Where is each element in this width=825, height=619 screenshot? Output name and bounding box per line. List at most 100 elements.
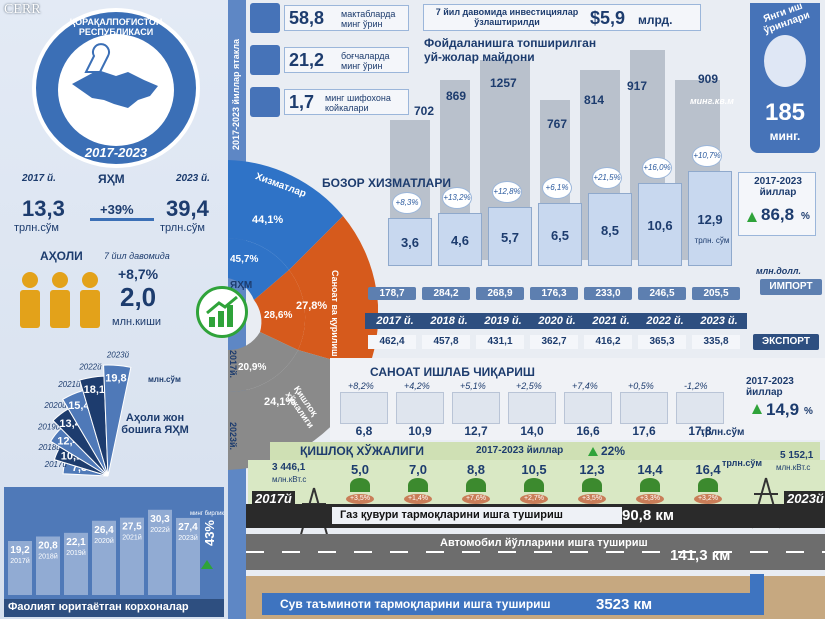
services-bar: 4,6: [438, 213, 482, 266]
year-label: 2023 й.: [700, 315, 738, 327]
industry-value: 17,6: [632, 424, 656, 438]
enterprise-bar: [64, 532, 88, 595]
industry-unit: трлн.сўм: [700, 427, 745, 438]
agri-value: 5,0: [350, 462, 370, 477]
jobs-title: Янги иш ўринлари: [762, 0, 812, 37]
investment-unit: млрд.: [638, 13, 673, 27]
industry-growth: +0,5%: [628, 381, 654, 391]
industry-growth: +8,2%: [348, 381, 374, 391]
per-capita-unit: млн.сўм: [148, 375, 181, 384]
trade-unit: млн.долл.: [756, 266, 801, 276]
services-pct: %: [801, 211, 810, 222]
per-capita-value: 18,1: [84, 384, 105, 396]
per-capita-year: 2022й: [78, 362, 102, 371]
agri-value: 14,4: [637, 462, 663, 477]
per-capita-fan: 7,3 2017й 10,1 2018й 12,4 2019й 13,4 2020й 15,4 2…: [10, 336, 225, 486]
export-value: 335,8: [692, 335, 740, 349]
housing-value: 917: [627, 79, 648, 93]
years-band: [365, 313, 747, 329]
industry-value: 14,0: [520, 424, 544, 438]
gdp-value-start: 13,3: [22, 196, 65, 221]
agri-value: 8,8: [466, 462, 486, 477]
industry-growth: +5,1%: [460, 381, 486, 391]
gdp-arrow: [90, 218, 154, 221]
energy-unit-end: млн.кВт.с: [776, 463, 811, 472]
per-capita-year: 2019й: [37, 423, 61, 432]
enterprise-year: 2017й: [10, 557, 30, 565]
enterprise-bar: [120, 517, 144, 595]
enterprise-year: 2020й: [94, 537, 114, 545]
export-value: 416,2: [584, 335, 632, 349]
agri-change: +3,3%: [636, 494, 664, 504]
per-capita-year: 2020й: [43, 401, 67, 410]
pie-inner-year-end: 2023й.: [228, 422, 238, 451]
energy-start: 3 446,1: [272, 462, 306, 473]
year-label: 2021 й.: [592, 315, 630, 327]
import-label: ИМПОРТ: [760, 279, 822, 295]
population-value: 2,0: [120, 282, 157, 312]
services-growth-bubble: +10,7%: [692, 145, 722, 167]
housing-value: 767: [547, 117, 568, 131]
industry-growth: +4,2%: [404, 381, 430, 391]
growth-chart-icon: [196, 286, 248, 338]
seats-block: 58,8 мактабларда минг ўрин 21,2 боғчалар…: [248, 3, 413, 123]
enterprise-value: 22,1: [66, 537, 86, 548]
housing-value: 702: [414, 104, 435, 118]
services-growth-bubble: +12,8%: [492, 181, 522, 203]
jobs-value: 185: [764, 99, 806, 126]
industry-growth: -1,2%: [684, 381, 708, 391]
kindergarten-icon: [250, 45, 280, 75]
map-circle: [58, 34, 174, 146]
import-value: 246,5: [638, 287, 686, 300]
investment-value: $5,9: [590, 8, 626, 28]
seats-text-1: мактабларда минг ўрин: [341, 9, 396, 29]
export-value: 365,3: [638, 335, 686, 349]
export-label: ЭКСПОРТ: [753, 334, 819, 350]
export-value: 462,4: [368, 335, 416, 349]
enterprise-year: 2018й: [38, 553, 58, 561]
gdp-label: ЯҲМ: [98, 172, 125, 186]
housing-unit: минг.кв.м: [690, 96, 734, 106]
enterprise-value: 26,4: [94, 525, 114, 536]
agri-change: +2,7%: [520, 494, 548, 504]
plant-icon: [466, 478, 486, 492]
enterprise-year: 2023й: [178, 534, 198, 542]
import-value: 284,2: [422, 287, 470, 300]
seats-text-3: минг шифохона койкалари: [325, 93, 391, 113]
plant-icon: [408, 478, 428, 492]
population-note: 7 йил давомида: [104, 251, 170, 261]
import-value: 178,7: [368, 287, 416, 300]
population-title: АҲОЛИ: [40, 249, 83, 263]
enterprise-value: 27,5: [122, 522, 142, 533]
plant-icon: [524, 478, 544, 492]
housing-value: 1257: [490, 76, 517, 90]
per-capita-value: 15,4: [68, 400, 90, 412]
housing-value: 909: [698, 72, 719, 86]
gas-value: 90,8 км: [622, 507, 674, 524]
gas-label-bg: [332, 507, 622, 524]
enterprise-value: 19,2: [10, 545, 30, 556]
pie-label-industry: Саноат ва қурилиш: [330, 270, 340, 357]
services-total: 86,8: [761, 205, 795, 224]
services-total-box: 2017-2023 йиллар 86,8 %: [738, 172, 816, 236]
enterprise-year: 2022й: [150, 526, 170, 534]
pie-center-label: ЯҲМ: [230, 280, 253, 291]
enterprise-value: 27,4: [178, 522, 198, 533]
services-growth-bubble: +6,1%: [542, 177, 572, 199]
agri-change: +3,2%: [694, 494, 722, 504]
agri-value: 7,0: [408, 462, 428, 477]
services-bar: 3,6: [388, 218, 432, 266]
enterprise-bar: [176, 517, 200, 595]
emblem-title: ҚОРАҚАЛПОҒИСТОН РЕСПУБЛИКАСИ: [69, 17, 163, 37]
factory-icon: [340, 392, 388, 424]
services-growth-bubble: +13,2%: [442, 187, 472, 209]
services-bar: 10,6: [638, 183, 682, 266]
power-tower-icon: [748, 476, 784, 530]
seats-text-2: боғчаларда минг ўрин: [341, 51, 390, 71]
agri-title: ҚИШЛОҚ ХЎЖАЛИГИ: [300, 444, 425, 458]
seats-value-1: 58,8: [289, 8, 325, 28]
plant-icon: [582, 478, 602, 492]
water-value: 3523 км: [596, 596, 653, 613]
import-value: 176,3: [530, 287, 578, 300]
services-bar: 5,7: [488, 207, 532, 266]
